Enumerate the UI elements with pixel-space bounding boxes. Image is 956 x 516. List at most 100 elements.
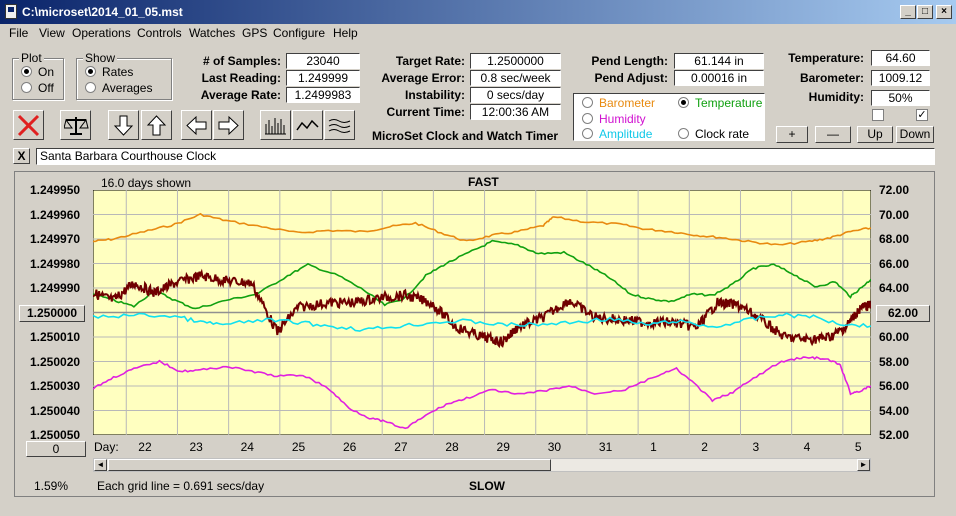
scroll-left-arrow-icon[interactable]: ◄ xyxy=(94,459,107,471)
target-rate-value: 1.2500000 xyxy=(470,53,561,69)
rate-chart xyxy=(93,190,871,435)
balance-button[interactable] xyxy=(60,110,91,140)
average-rate-value: 1.2499983 xyxy=(286,87,360,103)
menu-configure[interactable]: Configure xyxy=(273,26,326,40)
series-line-barometer xyxy=(93,212,871,246)
current-time-value: 12:00:36 AM xyxy=(470,104,561,120)
y-right-tick-label: 70.00 xyxy=(879,207,910,222)
minimize-button[interactable]: _ xyxy=(900,5,916,19)
scroll-right-arrow-icon[interactable]: ► xyxy=(857,459,870,471)
zoom-plus-button[interactable]: + xyxy=(776,126,808,143)
slow-label: SLOW xyxy=(469,479,505,493)
y-left-tick-label: 1.249990 xyxy=(30,281,81,295)
series-amplitude-radio[interactable]: Amplitude xyxy=(582,127,652,141)
samples-value: 23040 xyxy=(286,53,360,69)
line-view-button[interactable] xyxy=(292,110,323,140)
series-clockrate-label: Clock rate xyxy=(695,127,750,141)
pend-adjust-value: 0.00016 in xyxy=(674,70,764,86)
x-tick-label: 26 xyxy=(343,440,357,454)
show-group: Show Rates Averages xyxy=(76,51,172,100)
zoom-minus-button[interactable]: — xyxy=(815,126,851,143)
arrow-down-button[interactable] xyxy=(108,110,139,140)
series-humidity-radio[interactable]: Humidity xyxy=(582,112,646,126)
line-graph-icon xyxy=(296,119,319,131)
series-humidity-label: Humidity xyxy=(599,112,646,126)
y-right-tick-label: 58.00 xyxy=(879,354,910,369)
x-tick-label: 27 xyxy=(394,440,408,454)
wave-view-button[interactable] xyxy=(324,110,355,140)
scroll-down-button[interactable]: Down xyxy=(896,126,934,143)
days-shown-label: 16.0 days shown xyxy=(101,176,192,190)
y-right-tick-label: 68.00 xyxy=(879,232,910,246)
x-tick-label: 2 xyxy=(701,440,708,454)
scroll-up-button[interactable]: Up xyxy=(857,126,893,143)
option-checkbox-2[interactable]: ✓ xyxy=(916,109,928,121)
menu-operations[interactable]: Operations xyxy=(72,26,131,40)
arrow-up-button[interactable] xyxy=(141,110,172,140)
series-clockrate-radio[interactable]: Clock rate xyxy=(678,127,749,141)
wave-lines-icon xyxy=(328,119,351,133)
grid-note-label: Each grid line = 0.691 secs/day xyxy=(97,479,265,493)
menu-controls[interactable]: Controls xyxy=(137,26,182,40)
series-select-panel: Barometer Temperature Humidity Amplitude… xyxy=(573,93,765,141)
time-scrollbar[interactable]: ◄ ► xyxy=(93,458,871,472)
clear-name-button[interactable]: X xyxy=(13,148,30,164)
average-rate-label: Average Rate: xyxy=(200,88,281,102)
plot-off-radio[interactable]: Off xyxy=(21,81,54,95)
y-left-tick-label: 1.250050 xyxy=(30,428,81,442)
x-tick-label: 30 xyxy=(547,440,562,454)
plot-on-label: On xyxy=(38,65,55,79)
series-layer xyxy=(93,212,871,430)
stop-button[interactable] xyxy=(13,110,44,140)
histogram-view-button[interactable] xyxy=(260,110,291,140)
app-icon xyxy=(5,4,17,19)
show-rates-radio[interactable]: Rates xyxy=(85,65,133,79)
menu-file[interactable]: File xyxy=(9,26,29,40)
radio-empty-icon xyxy=(582,97,593,108)
x-tick-label: 31 xyxy=(598,440,613,454)
arrow-left-icon xyxy=(186,115,207,136)
x-tick-label: 3 xyxy=(752,440,760,454)
temperature-label: Temperature: xyxy=(788,51,864,65)
average-error-value: 0.8 sec/week xyxy=(470,70,561,86)
x-tick-label: 28 xyxy=(445,440,459,454)
maximize-button[interactable]: □ xyxy=(917,5,933,19)
series-barometer-radio[interactable]: Barometer xyxy=(582,96,655,110)
x-tick-label: 25 xyxy=(291,440,306,454)
option-checkbox-1[interactable] xyxy=(872,109,884,121)
x-tick-label: 23 xyxy=(189,440,203,454)
y-right-tick-label: 72.00 xyxy=(879,183,910,197)
show-averages-radio[interactable]: Averages xyxy=(85,81,152,95)
menu-help[interactable]: Help xyxy=(333,26,358,40)
arrow-right-button[interactable] xyxy=(213,110,244,140)
arrow-left-button[interactable] xyxy=(181,110,212,140)
last-reading-label: Last Reading: xyxy=(201,71,281,85)
right-axis-center-button[interactable]: 62.00 xyxy=(876,305,930,322)
scrollbar-thumb[interactable] xyxy=(108,459,551,471)
arrow-right-icon xyxy=(218,115,239,136)
series-temperature-radio[interactable]: Temperature xyxy=(678,96,762,110)
menu-view[interactable]: View xyxy=(39,26,65,40)
menu-bar: File View Operations Controls Watches GP… xyxy=(0,24,956,43)
left-axis-bottom-button[interactable]: 0 xyxy=(26,441,86,457)
menu-gps[interactable]: GPS xyxy=(242,26,268,40)
radio-empty-icon xyxy=(582,113,593,124)
left-axis-center-button[interactable]: 1.250000 xyxy=(19,305,85,322)
pend-length-value: 61.144 in xyxy=(674,53,764,69)
series-line-amplitude xyxy=(93,312,871,332)
pend-length-label: Pend Length: xyxy=(591,54,668,68)
plot-group-label: Plot xyxy=(19,51,44,65)
humidity-label: Humidity: xyxy=(808,90,864,104)
plot-frame xyxy=(14,171,935,497)
percent-label: 1.59% xyxy=(34,479,69,493)
close-window-button[interactable]: × xyxy=(936,5,952,19)
y-right-tick-label: 56.00 xyxy=(879,379,910,393)
menu-watches[interactable]: Watches xyxy=(189,26,236,40)
x-tick-label: 24 xyxy=(240,440,254,454)
y-left-tick-label: 1.250020 xyxy=(30,354,81,369)
y-right-tick-label: 54.00 xyxy=(879,403,910,418)
plot-on-radio[interactable]: On xyxy=(21,65,54,79)
series-line-temperature xyxy=(93,239,871,310)
clock-name-input[interactable]: Santa Barbara Courthouse Clock xyxy=(36,148,935,165)
show-rates-label: Rates xyxy=(102,65,134,79)
